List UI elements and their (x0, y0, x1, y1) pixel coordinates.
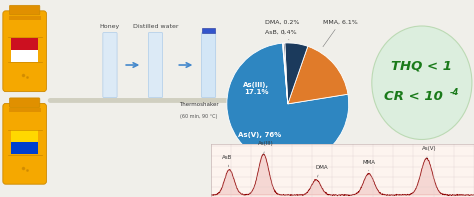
Wedge shape (227, 43, 349, 165)
Wedge shape (285, 43, 308, 104)
Text: MMA, 6.1%: MMA, 6.1% (323, 20, 358, 47)
Bar (11, 142, 38, 154)
Text: Honey: Honey (100, 24, 120, 29)
Wedge shape (283, 43, 288, 104)
Text: -4: -4 (449, 88, 459, 97)
Text: AsB, 0.4%: AsB, 0.4% (264, 30, 296, 40)
Text: AsB: AsB (221, 154, 232, 167)
Text: Distilled water: Distilled water (133, 24, 178, 29)
Bar (11, 50, 38, 62)
FancyBboxPatch shape (103, 33, 117, 98)
Wedge shape (288, 46, 348, 104)
Text: As(V), 76%: As(V), 76% (238, 132, 282, 138)
Text: As(III): As(III) (258, 141, 274, 154)
Text: As(III),
17.1%: As(III), 17.1% (243, 82, 269, 95)
FancyBboxPatch shape (9, 98, 40, 107)
Ellipse shape (372, 26, 472, 139)
Bar (202, 28, 215, 33)
Bar (9, 16, 41, 20)
Bar (9, 108, 41, 112)
Text: As(V): As(V) (422, 146, 437, 159)
FancyBboxPatch shape (148, 33, 163, 98)
FancyBboxPatch shape (9, 5, 40, 15)
Text: (60 min, 90 °C): (60 min, 90 °C) (181, 114, 218, 119)
Text: Thermoshaker: Thermoshaker (179, 102, 219, 107)
Text: DMA, 0.2%: DMA, 0.2% (264, 20, 299, 34)
Wedge shape (283, 43, 288, 104)
FancyArrowPatch shape (50, 97, 254, 104)
Text: CR < 10: CR < 10 (384, 90, 443, 103)
FancyBboxPatch shape (3, 103, 46, 184)
Text: THQ < 1: THQ < 1 (392, 60, 452, 73)
Bar (11, 38, 38, 50)
FancyBboxPatch shape (3, 11, 46, 92)
Text: DMA: DMA (315, 165, 328, 177)
FancyBboxPatch shape (201, 33, 216, 98)
Bar (11, 130, 38, 142)
Text: MMA: MMA (362, 160, 375, 171)
